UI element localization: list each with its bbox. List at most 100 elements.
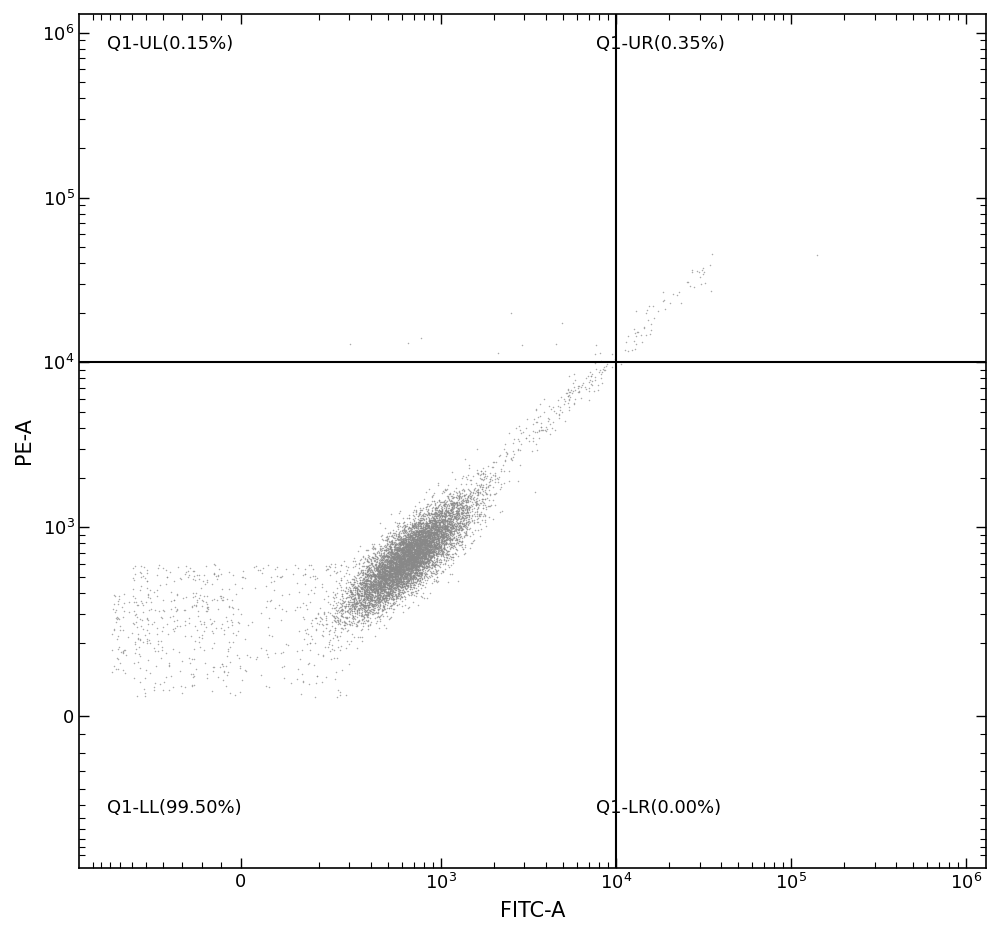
Point <box>429 553 445 568</box>
Point <box>411 536 427 551</box>
Point <box>435 530 451 545</box>
Point <box>422 535 438 550</box>
Point <box>266 583 282 597</box>
Point <box>360 599 376 614</box>
Point <box>386 570 402 585</box>
Point <box>194 627 210 642</box>
Point <box>388 554 404 569</box>
Point <box>378 568 394 583</box>
Point <box>409 539 425 554</box>
Point <box>424 529 440 544</box>
Point <box>402 558 418 573</box>
Point <box>376 566 392 581</box>
Point <box>418 530 434 545</box>
Point <box>436 514 452 529</box>
Point <box>400 566 416 581</box>
Point <box>400 546 416 561</box>
Point <box>382 537 398 552</box>
Point <box>409 568 425 583</box>
Point <box>352 575 368 590</box>
Point <box>421 534 437 549</box>
Point <box>469 511 485 526</box>
Point <box>581 381 597 396</box>
Point <box>418 541 434 556</box>
Point <box>419 518 435 533</box>
Point <box>376 567 392 582</box>
Point <box>384 548 400 563</box>
Point <box>409 558 425 573</box>
Point <box>356 592 372 607</box>
Point <box>313 611 329 626</box>
Point <box>219 613 235 628</box>
Point <box>550 392 566 407</box>
Point <box>431 493 447 508</box>
Point <box>429 539 445 554</box>
Point <box>458 493 474 508</box>
Point <box>403 578 419 593</box>
Point <box>401 532 417 547</box>
Point <box>415 514 431 529</box>
Point <box>429 526 445 541</box>
Point <box>352 583 368 598</box>
Point <box>410 537 426 552</box>
Point <box>426 528 442 543</box>
Point <box>398 537 414 552</box>
Point <box>389 564 405 579</box>
Point <box>330 616 346 631</box>
Point <box>387 558 403 573</box>
Point <box>431 531 447 546</box>
Point <box>411 558 427 573</box>
Point <box>441 515 457 530</box>
Point <box>381 569 397 584</box>
Point <box>474 493 490 508</box>
Point <box>338 615 354 630</box>
Point <box>386 566 402 581</box>
Point <box>397 545 413 560</box>
Point <box>406 535 422 550</box>
Point <box>384 550 400 565</box>
Point <box>404 570 420 585</box>
Point <box>407 526 423 541</box>
Point <box>388 541 404 556</box>
Point <box>399 544 415 559</box>
Point <box>335 590 351 605</box>
Point <box>424 529 440 544</box>
Point <box>440 523 456 538</box>
Point <box>443 524 459 539</box>
Point <box>407 532 423 547</box>
Point <box>382 557 398 572</box>
Point <box>419 527 435 542</box>
Point <box>395 566 411 581</box>
Point <box>417 507 433 522</box>
Point <box>438 507 454 522</box>
Point <box>445 524 461 539</box>
Point <box>363 590 379 605</box>
Point <box>408 519 424 534</box>
Point <box>389 539 405 554</box>
Point <box>358 577 374 592</box>
Point <box>379 573 395 588</box>
Point <box>390 558 406 573</box>
Point <box>425 520 441 535</box>
Point <box>467 495 483 510</box>
Point <box>391 554 407 568</box>
Point <box>327 613 343 628</box>
Point <box>374 562 390 577</box>
Point <box>384 535 400 550</box>
Point <box>398 554 414 569</box>
Point <box>402 545 418 560</box>
Point <box>368 549 384 564</box>
Point <box>376 572 392 587</box>
Point <box>441 508 457 523</box>
Point <box>350 582 366 597</box>
Point <box>406 503 422 518</box>
Point <box>445 494 461 509</box>
Point <box>444 497 460 512</box>
Point <box>403 545 419 560</box>
Point <box>419 552 435 567</box>
Point <box>424 559 440 574</box>
Point <box>374 568 390 583</box>
Point <box>326 625 342 640</box>
Point <box>386 552 402 567</box>
Point <box>327 620 343 635</box>
